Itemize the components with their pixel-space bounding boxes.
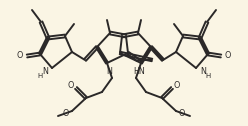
Text: HN: HN [133,67,145,75]
Text: N: N [200,67,206,75]
Text: O: O [174,81,180,89]
Text: O: O [68,81,74,89]
Text: H: H [205,73,211,79]
Text: H: H [37,73,43,79]
Text: N: N [42,67,48,75]
Text: N: N [106,67,112,75]
Text: O: O [179,108,185,118]
Text: O: O [17,52,23,60]
Text: O: O [63,108,69,118]
Text: O: O [225,52,231,60]
